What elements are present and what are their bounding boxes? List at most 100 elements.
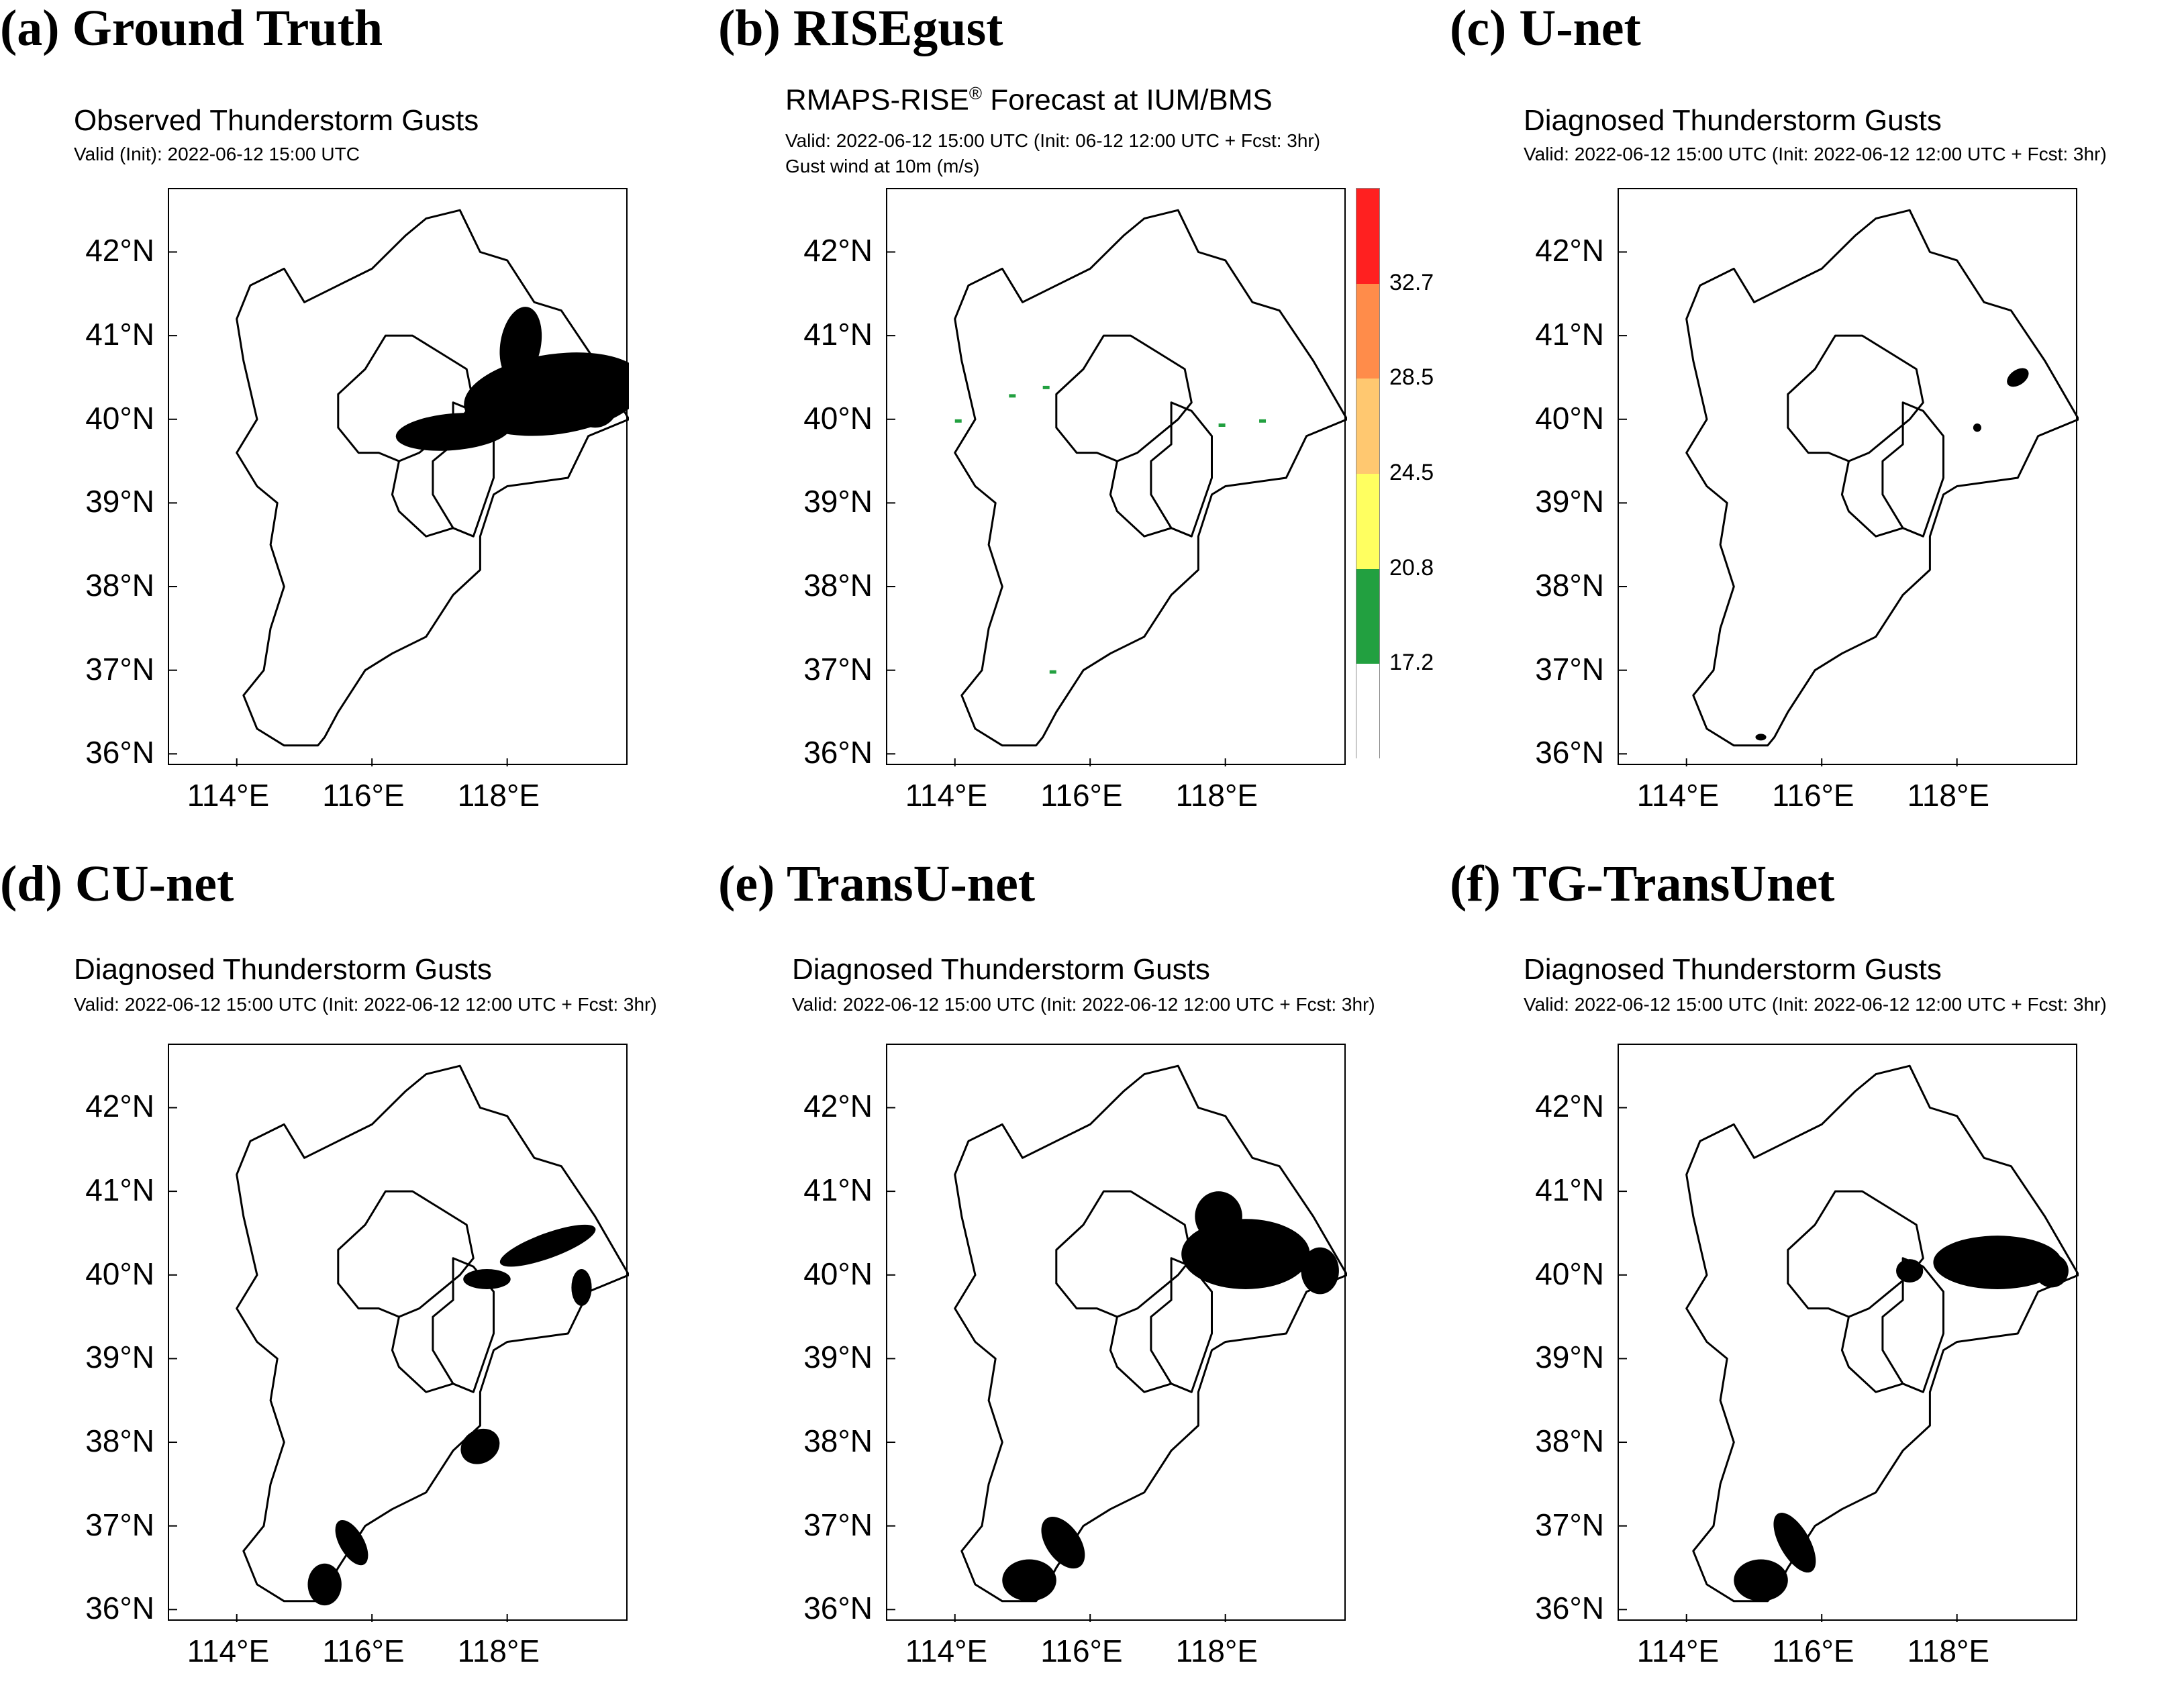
gust-areas — [1755, 368, 2029, 741]
lat-label: 39°N — [1535, 1340, 1604, 1375]
gust-areas — [1002, 1191, 1339, 1601]
gust-area-5 — [307, 1563, 342, 1606]
lat-label: 40°N — [85, 400, 154, 436]
gust-area-4 — [335, 1519, 368, 1566]
lat-label: 37°N — [803, 1507, 873, 1542]
lat-label: 40°N — [803, 400, 873, 436]
map-canvas — [169, 1064, 629, 1622]
boundary-hebei — [954, 1064, 1347, 1603]
boundary-tianjin — [432, 401, 495, 538]
map-canvas — [887, 1064, 1347, 1622]
lat-label: 38°N — [85, 1423, 154, 1459]
map-frame — [1618, 188, 2079, 766]
lat-label: 36°N — [85, 1591, 154, 1626]
lat-label: 41°N — [85, 317, 154, 352]
lon-label: 116°E — [1040, 778, 1123, 813]
map-canvas — [169, 209, 629, 766]
lat-label: 38°N — [1535, 568, 1604, 603]
boundary-hebei — [236, 1064, 629, 1603]
panel-subtitle: Valid: 2022-06-12 15:00 UTC (Init: 2022-… — [74, 994, 657, 1015]
lon-label: 114°E — [905, 1634, 988, 1668]
gust-area-3 — [1773, 1513, 1816, 1573]
boundary-tianjin — [1150, 1257, 1213, 1393]
lat-label: 38°N — [1535, 1423, 1604, 1459]
lat-label: 42°N — [1535, 1089, 1604, 1124]
panel-subtitle: Valid: 2022-06-12 15:00 UTC (Init: 06-12… — [785, 130, 1321, 151]
panel-title-text: Diagnosed Thunderstorm Gusts — [1524, 104, 1942, 137]
colorbar-segment — [1356, 283, 1379, 379]
map-frame — [1618, 1044, 2079, 1622]
gust-area-2 — [2034, 1254, 2069, 1288]
gust-speck-3 — [1259, 419, 1267, 423]
gust-area-3 — [460, 1428, 500, 1464]
panel-label: (b) RISEgust — [718, 0, 1003, 56]
gust-area-2 — [571, 1269, 592, 1306]
boundary-beijing — [1787, 1190, 1924, 1318]
lat-label: 38°N — [85, 568, 154, 603]
lat-label: 37°N — [85, 651, 154, 687]
panel-d: (d) CU-net Diagnosed Thunderstorm Gusts Va… — [0, 856, 725, 1708]
lon-label: 116°E — [1772, 1634, 1854, 1668]
panel-e: (e) TransU-net Diagnosed Thunderstorm Gus… — [718, 856, 1443, 1708]
colorbar-segment — [1356, 568, 1379, 664]
colorbar-label: 17.2 — [1389, 650, 1434, 676]
lat-label: 37°N — [1535, 651, 1604, 687]
gust-speck-5 — [1049, 670, 1056, 674]
panel-title-text: RMAPS-RISE — [785, 83, 969, 117]
gust-area-4 — [1002, 1559, 1056, 1601]
panel-c: (c) U-net Diagnosed Thunderstorm Gusts Val… — [1450, 0, 2175, 852]
lat-label: 37°N — [803, 651, 873, 687]
lon-label: 118°E — [457, 778, 540, 813]
lat-label: 37°N — [85, 1507, 154, 1542]
lon-label: 114°E — [187, 778, 270, 813]
colorbar-segment — [1356, 379, 1379, 474]
panel-title-text: Observed Thunderstorm Gusts — [74, 104, 479, 137]
panel-title: Diagnosed Thunderstorm Gusts — [1524, 106, 1942, 136]
panel-label: (c) U-net — [1450, 0, 1641, 56]
boundary-hebei — [1685, 209, 2079, 747]
panel-b: (b) RISEgust RMAPS-RISE® Forecast at IUM/… — [718, 0, 1443, 852]
gust-area-2 — [1755, 734, 1767, 741]
lat-label: 41°N — [803, 1172, 873, 1208]
panel-title: Diagnosed Thunderstorm Gusts — [1524, 955, 1942, 985]
gust-area-0 — [2007, 368, 2029, 387]
panel-subtitle: Valid: 2022-06-12 15:00 UTC (Init: 2022-… — [792, 994, 1375, 1015]
lat-label: 42°N — [85, 233, 154, 268]
panel-label: (e) TransU-net — [718, 856, 1036, 912]
lat-label: 39°N — [1535, 484, 1604, 519]
colorbar — [1356, 188, 1380, 759]
colorbar-label: 28.5 — [1389, 364, 1434, 391]
lon-label: 116°E — [1772, 778, 1854, 813]
lon-label: 114°E — [1636, 1634, 1720, 1668]
lat-label: 42°N — [803, 233, 873, 268]
gust-area-3 — [1041, 1517, 1085, 1569]
lat-label: 36°N — [85, 735, 154, 770]
panel-title: RMAPS-RISE® Forecast at IUM/BMS — [785, 85, 1273, 115]
registered-mark: ® — [969, 83, 982, 103]
lon-label: 118°E — [1907, 778, 1990, 813]
colorbar-segment — [1356, 189, 1379, 284]
panel-title: Diagnosed Thunderstorm Gusts — [74, 955, 492, 985]
panel-subtitle-variable: Gust wind at 10m (m/s) — [785, 156, 980, 177]
gust-area-4 — [1734, 1559, 1788, 1601]
boundary-tianjin — [432, 1257, 495, 1393]
lat-label: 39°N — [803, 484, 873, 519]
lat-label: 36°N — [803, 1591, 873, 1626]
panel-subtitle: Valid (Init): 2022-06-12 15:00 UTC — [74, 144, 360, 164]
map-frame — [168, 188, 629, 766]
boundary-inner_line — [1840, 1316, 1903, 1393]
gust-speck-2 — [1218, 423, 1226, 427]
colorbar-label: 24.5 — [1389, 460, 1434, 485]
panel-label: (d) CU-net — [0, 856, 234, 912]
boundary-beijing — [337, 334, 475, 462]
panel-title-suffix: Forecast at IUM/BMS — [982, 83, 1273, 117]
map-canvas — [887, 209, 1347, 766]
lon-label: 114°E — [187, 1634, 270, 1668]
lat-label: 41°N — [85, 1172, 154, 1208]
boundary-hebei — [236, 209, 629, 747]
lat-label: 41°N — [1535, 1172, 1604, 1208]
boundary-hebei — [1685, 1064, 2079, 1603]
map-canvas — [1619, 1064, 2079, 1622]
panel-title-text: Diagnosed Thunderstorm Gusts — [1524, 953, 1942, 986]
gust-area-0 — [1933, 1236, 2062, 1289]
